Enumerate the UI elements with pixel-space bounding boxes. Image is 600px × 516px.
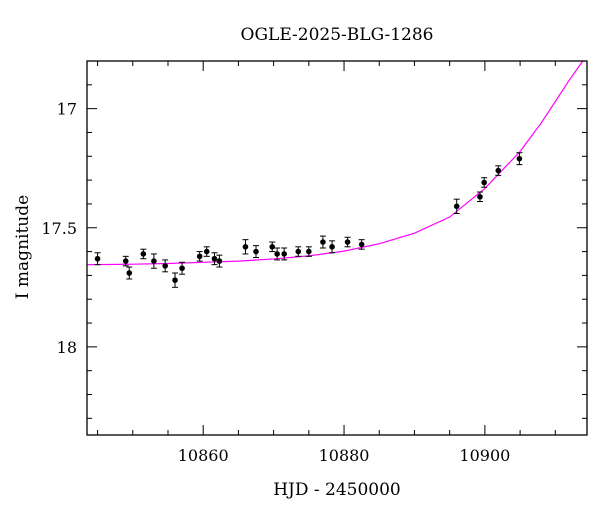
data-marker: [253, 248, 259, 255]
data-point: [216, 254, 223, 268]
data-point: [172, 272, 179, 288]
data-point: [203, 246, 210, 257]
data-point: [196, 251, 203, 262]
data-point: [150, 253, 157, 269]
data-marker: [306, 248, 312, 255]
data-point: [269, 241, 276, 253]
data-point: [295, 246, 302, 257]
data-point: [122, 255, 129, 267]
data-marker: [162, 263, 168, 269]
data-marker: [216, 258, 223, 264]
data-marker: [481, 179, 487, 186]
data-marker: [320, 239, 326, 245]
y-tick-label: 17.5: [41, 219, 77, 238]
x-tick-label: 10900: [459, 446, 510, 465]
data-point: [319, 235, 326, 249]
data-marker: [344, 239, 351, 245]
data-point: [305, 246, 312, 257]
data-point: [495, 165, 502, 176]
model-curve: [87, 61, 584, 266]
data-point: [344, 236, 351, 248]
y-tick-label: 17: [57, 100, 77, 119]
data-point: [329, 240, 336, 254]
data-marker: [140, 251, 147, 257]
data-point: [253, 245, 260, 259]
data-marker: [94, 255, 101, 262]
data-marker: [295, 248, 302, 255]
data-marker: [516, 155, 523, 162]
data-marker: [453, 203, 460, 210]
data-point: [242, 239, 249, 255]
data-marker: [172, 277, 178, 283]
data-point: [453, 198, 460, 214]
y-tick-label: 18: [57, 338, 77, 357]
data-point: [94, 252, 101, 266]
plot-frame: [86, 60, 588, 436]
data-point: [179, 261, 186, 275]
x-tick-label: 10880: [319, 446, 370, 465]
data-marker: [269, 244, 276, 250]
data-point: [516, 152, 523, 166]
data-marker: [358, 241, 365, 248]
data-marker: [151, 258, 157, 264]
data-point: [358, 239, 365, 250]
data-marker: [329, 244, 335, 250]
data-point: [211, 252, 218, 266]
data-marker: [122, 258, 129, 264]
data-marker: [179, 265, 185, 272]
x-axis-label: HJD - 2450000: [273, 480, 401, 500]
data-marker: [281, 251, 287, 257]
plot-layer: 10860 10880 10900 17 17.5 18: [41, 60, 588, 465]
data-point: [481, 177, 488, 188]
data-point: [162, 259, 169, 273]
data-point: [281, 247, 288, 261]
x-tick-label: 10860: [178, 446, 229, 465]
data-marker: [242, 244, 249, 250]
data-point: [126, 266, 133, 280]
data-point: [476, 191, 483, 203]
y-axis-label: I magnitude: [13, 195, 33, 299]
data-point: [140, 248, 147, 260]
data-marker: [211, 255, 218, 262]
data-marker: [477, 193, 483, 200]
data-marker: [274, 251, 280, 257]
data-marker: [196, 253, 203, 260]
data-marker: [126, 270, 133, 276]
data-marker: [203, 248, 210, 255]
data-point: [274, 247, 281, 261]
data-marker: [495, 167, 502, 174]
chart-title: OGLE-2025-BLG-1286: [241, 25, 434, 45]
